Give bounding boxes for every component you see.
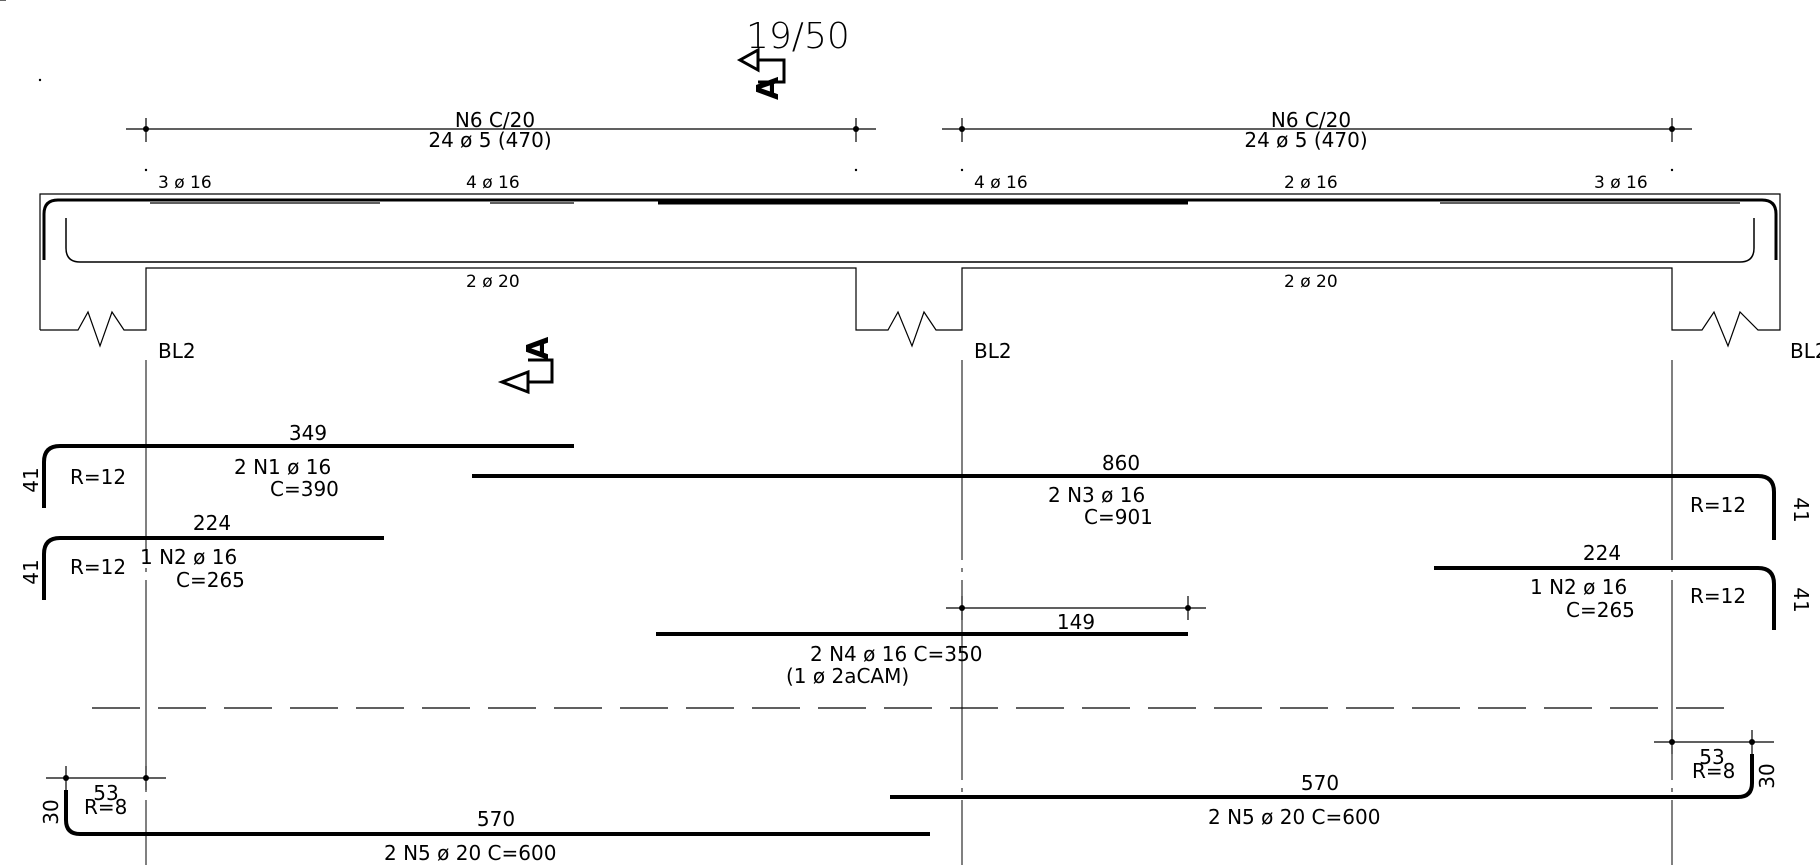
stray-dot [38,78,42,82]
bar-n2-left-radius: R=12 [70,555,126,579]
bar-n2-left-label: 1 N2 ø 16 [140,545,237,569]
bottom-bar-label-1: 2 ø 20 [466,272,520,292]
top-bar-label-5: 3 ø 16 [1594,173,1648,193]
bottom-bar-label-2: 2 ø 20 [1284,272,1338,292]
bar-n2-left: 224 41 R=12 1 N2 ø 16 C=265 [19,511,384,600]
section-mark-top: A [736,47,786,100]
stirrup-left-line1: N6 C/20 [455,108,535,132]
bar-n5-right-length: 570 [1301,771,1339,795]
bar-n2-left-total: C=265 [176,568,245,592]
bar-n2-left-length: 224 [193,511,231,535]
bar-n4: 149 2 N4 ø 16 C=350 (1 ø 2aCAM) [656,596,1206,688]
bar-n5-right: 53 30 R=8 570 2 N5 ø 20 C=600 [890,730,1779,829]
stirrup-right-line1: N6 C/20 [1271,108,1351,132]
bar-n5-right-hook: 30 [1755,763,1779,788]
beam-label: 19/50 [746,16,850,57]
stirrup-left-line2: 24 ø 5 (470) [428,128,551,152]
bar-n5-left-hook: 30 [39,799,63,824]
bar-n5-right-label: 2 N5 ø 20 C=600 [1208,805,1380,829]
support-label-2: BL2 [974,339,1012,363]
stirrup-dimension-left: N6 C/20 24 ø 5 (470) [126,108,876,152]
bar-n3-label: 2 N3 ø 16 [1048,483,1145,507]
section-mark-bottom-letter: A [521,336,556,360]
bar-n3-radius: R=12 [1690,493,1746,517]
support-label-3: BL2 [1790,339,1820,363]
beam-outline [39,193,1781,348]
bar-n1-length: 349 [289,421,327,445]
bar-n2-right-length: 224 [1583,541,1621,565]
support-label-1: BL2 [158,339,196,363]
bar-n5-right-radius: R=8 [1692,759,1735,783]
bar-n5-left-radius: R=8 [84,795,127,819]
top-bar-label-3: 4 ø 16 [974,173,1028,193]
bar-n3-hook: 41 [1789,497,1813,522]
bar-n5-left: 53 30 R=8 570 2 N5 ø 20 C=600 [39,766,930,865]
bar-n4-label: 2 N4 ø 16 C=350 [810,642,982,666]
bar-n2-right: 224 41 R=12 1 N2 ø 16 C=265 [1434,541,1813,630]
bar-n1-hook: 41 [19,467,43,492]
bar-n1-label: 2 N1 ø 16 [234,455,331,479]
bar-n3-total: C=901 [1084,505,1153,529]
bar-n5-left-label: 2 N5 ø 20 C=600 [384,841,556,865]
bar-n4-note: (1 ø 2aCAM) [786,664,909,688]
bar-n4-length: 149 [1057,610,1095,634]
stirrup-right-line2: 24 ø 5 (470) [1244,128,1367,152]
bar-n2-right-total: C=265 [1566,598,1635,622]
bar-n5-left-length: 570 [477,807,515,831]
bar-n5-left-hook-length: 53 [93,781,118,805]
elevation-bars [42,198,1778,263]
bar-n2-right-label: 1 N2 ø 16 [1530,575,1627,599]
top-bar-label-1: 3 ø 16 [158,173,212,193]
section-mark-top-letter: A [751,76,786,100]
bar-n5-right-hook-length: 53 [1699,745,1724,769]
bar-n1-total: C=390 [270,477,339,501]
bar-n3-length: 860 [1102,451,1140,475]
bar-n1-radius: R=12 [70,465,126,489]
bar-n1: 349 41 R=12 2 N1 ø 16 C=390 [19,421,574,508]
section-mark-bottom: A [497,336,556,395]
bar-n2-right-radius: R=12 [1690,584,1746,608]
bar-n3: 860 41 R=12 2 N3 ø 16 C=901 [472,451,1813,540]
top-bar-label-2: 4 ø 16 [466,173,520,193]
bar-n2-left-hook: 41 [19,559,43,584]
top-bar-label-4: 2 ø 16 [1284,173,1338,193]
bar-n2-right-hook: 41 [1789,587,1813,612]
stirrup-dimension-right: N6 C/20 24 ø 5 (470) [942,108,1692,152]
